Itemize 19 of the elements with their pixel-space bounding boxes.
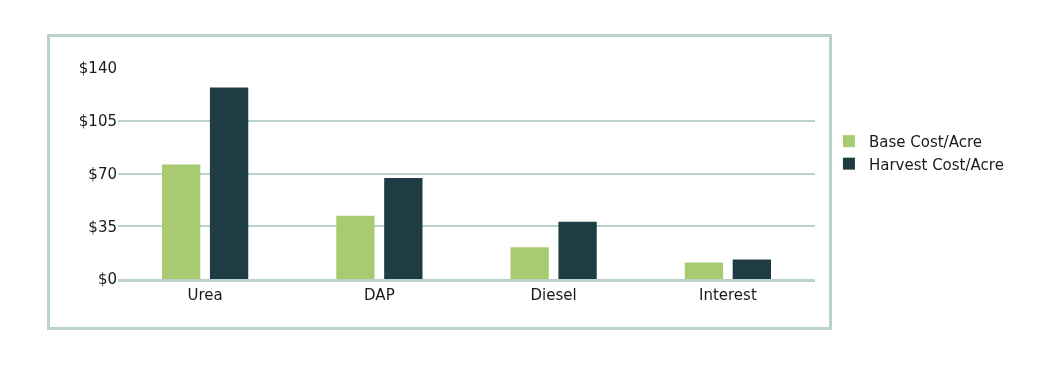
bar [336, 215, 375, 279]
bar [510, 247, 549, 279]
y-tick-label: $70 [88, 164, 117, 183]
x-tick-label: Interest [698, 286, 757, 304]
legend-label: Base Cost/Acre [868, 133, 982, 151]
bar [384, 178, 423, 279]
legend-label: Harvest Cost/Acre [868, 155, 1004, 174]
y-tick-label: $0 [97, 270, 117, 289]
bar [162, 164, 201, 279]
y-tick-label: $140 [78, 59, 117, 78]
bar [209, 87, 249, 279]
x-tick-label: Urea [187, 286, 223, 304]
bar [684, 262, 724, 279]
x-tick-label: Diesel [530, 286, 577, 304]
bar [732, 259, 771, 279]
y-tick-label: $35 [88, 217, 117, 236]
x-tick-label: DAP [364, 286, 395, 304]
y-tick-label: $105 [78, 112, 117, 130]
bar [558, 221, 597, 279]
